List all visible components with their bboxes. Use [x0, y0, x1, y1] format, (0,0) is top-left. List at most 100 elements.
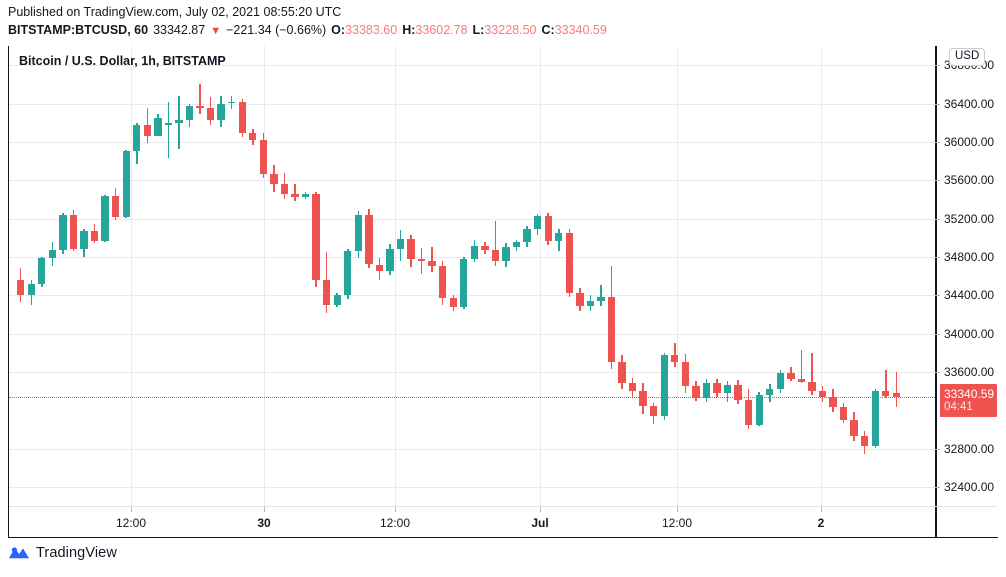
candle-body	[143, 124, 151, 137]
down-triangle-icon: ▼	[210, 25, 222, 37]
candle-body	[702, 383, 711, 398]
time-axis-tick	[821, 507, 822, 512]
candle-body	[766, 389, 774, 395]
high-value: 33602.78	[415, 23, 468, 37]
candle-body	[270, 174, 278, 184]
footer: TradingView	[8, 545, 117, 561]
candle-body	[17, 279, 25, 296]
candle-body	[776, 372, 784, 390]
candle-body	[660, 354, 668, 416]
time-axis[interactable]: 12:00 30 12:00 Jul 12:00 2	[9, 506, 935, 536]
candle-wick	[885, 369, 887, 398]
price-change: −221.34 (−0.66%)	[226, 23, 327, 37]
candle-body	[122, 151, 130, 217]
candle-body	[787, 372, 795, 379]
price-axis-label: 33600.00	[944, 364, 995, 379]
price-axis[interactable]: USD 36800.0036400.0036000.0035600.003520…	[935, 46, 997, 506]
chart-header: Published on TradingView.com, July 02, 2…	[8, 4, 998, 40]
high-label: H:	[402, 23, 416, 37]
low-value: 33228.50	[484, 23, 537, 37]
candle-body	[80, 230, 88, 250]
time-gridline	[677, 46, 678, 506]
currency-badge[interactable]: USD	[949, 48, 986, 66]
candle-body	[217, 103, 225, 120]
time-gridline	[395, 46, 396, 506]
time-gridline	[821, 46, 822, 506]
candle-wick	[431, 247, 433, 273]
candle-body	[692, 386, 700, 398]
price-gridline	[9, 180, 935, 181]
candle-body	[396, 238, 405, 250]
price-axis-tick	[935, 219, 940, 220]
time-axis-tick	[395, 507, 396, 512]
candle-body	[607, 297, 616, 363]
candle-body	[491, 250, 500, 261]
candle-body	[460, 258, 468, 307]
candle-body	[829, 396, 837, 408]
candle-body	[818, 391, 827, 397]
last-price: 33342.87	[153, 23, 206, 37]
candlestick-plot-area[interactable]: Bitcoin / U.S. Dollar, 1h, BITSTAMP	[9, 46, 935, 506]
time-axis-label: Jul	[531, 516, 549, 530]
candle-body	[259, 139, 268, 175]
price-axis-tick	[935, 334, 940, 335]
candle-body	[27, 283, 35, 296]
candle-body	[38, 257, 46, 284]
candle-body	[861, 436, 869, 446]
time-axis-label: 2	[817, 516, 825, 530]
price-gridline	[9, 487, 935, 488]
candle-body	[428, 260, 436, 267]
candle-body	[101, 196, 109, 241]
candle-wick	[157, 114, 159, 120]
candle-body	[639, 391, 647, 407]
candle-body	[808, 382, 816, 391]
current-price-line	[9, 396, 935, 398]
candle-wick	[811, 352, 813, 395]
candle-body	[671, 354, 679, 363]
candle-body	[365, 214, 373, 265]
candle-body	[206, 108, 215, 120]
candle-body	[133, 124, 141, 152]
brand-label: TradingView	[36, 545, 117, 561]
candle-body	[533, 215, 542, 230]
chart-title: Bitcoin / U.S. Dollar, 1h, BITSTAMP	[19, 54, 226, 68]
candle-body	[354, 214, 362, 252]
candle-body	[850, 419, 858, 437]
price-axis-label: 32800.00	[944, 441, 995, 456]
price-gridline	[9, 334, 935, 335]
candle-body	[333, 295, 341, 305]
candle-wick	[600, 284, 602, 306]
candle-body	[175, 119, 183, 123]
candle-body	[618, 362, 626, 384]
candle-wick	[800, 349, 803, 384]
candle-body	[797, 378, 806, 383]
symbol-label[interactable]: BITSTAMP:BTCUSD, 60	[8, 23, 149, 37]
time-axis-label: 12:00	[115, 516, 147, 530]
candle-body	[111, 196, 120, 217]
candle-body	[449, 298, 457, 307]
price-axis-tick	[935, 104, 940, 105]
candle-body	[892, 392, 901, 397]
candle-body	[755, 394, 763, 425]
time-axis-label: 30	[257, 516, 271, 530]
price-axis-tick	[935, 180, 940, 181]
time-gridline	[264, 46, 265, 506]
close-label: C:	[541, 23, 555, 37]
close-value: 33340.59	[554, 23, 607, 37]
current-price-tag[interactable]: 33340.59 04:41	[940, 383, 997, 417]
price-gridline	[9, 65, 935, 66]
candle-body	[734, 385, 742, 400]
candle-body	[439, 266, 447, 299]
candle-body	[882, 391, 890, 396]
price-gridline	[9, 219, 935, 220]
candle-body	[196, 106, 204, 109]
time-gridline	[131, 46, 132, 506]
candle-wick	[494, 221, 497, 267]
candle-body	[576, 293, 584, 306]
candle-body	[744, 399, 753, 425]
candle-body	[555, 232, 563, 241]
price-gridline	[9, 104, 935, 105]
price-axis-divider	[935, 46, 937, 538]
candle-body	[154, 117, 162, 137]
candle-body	[59, 214, 67, 251]
